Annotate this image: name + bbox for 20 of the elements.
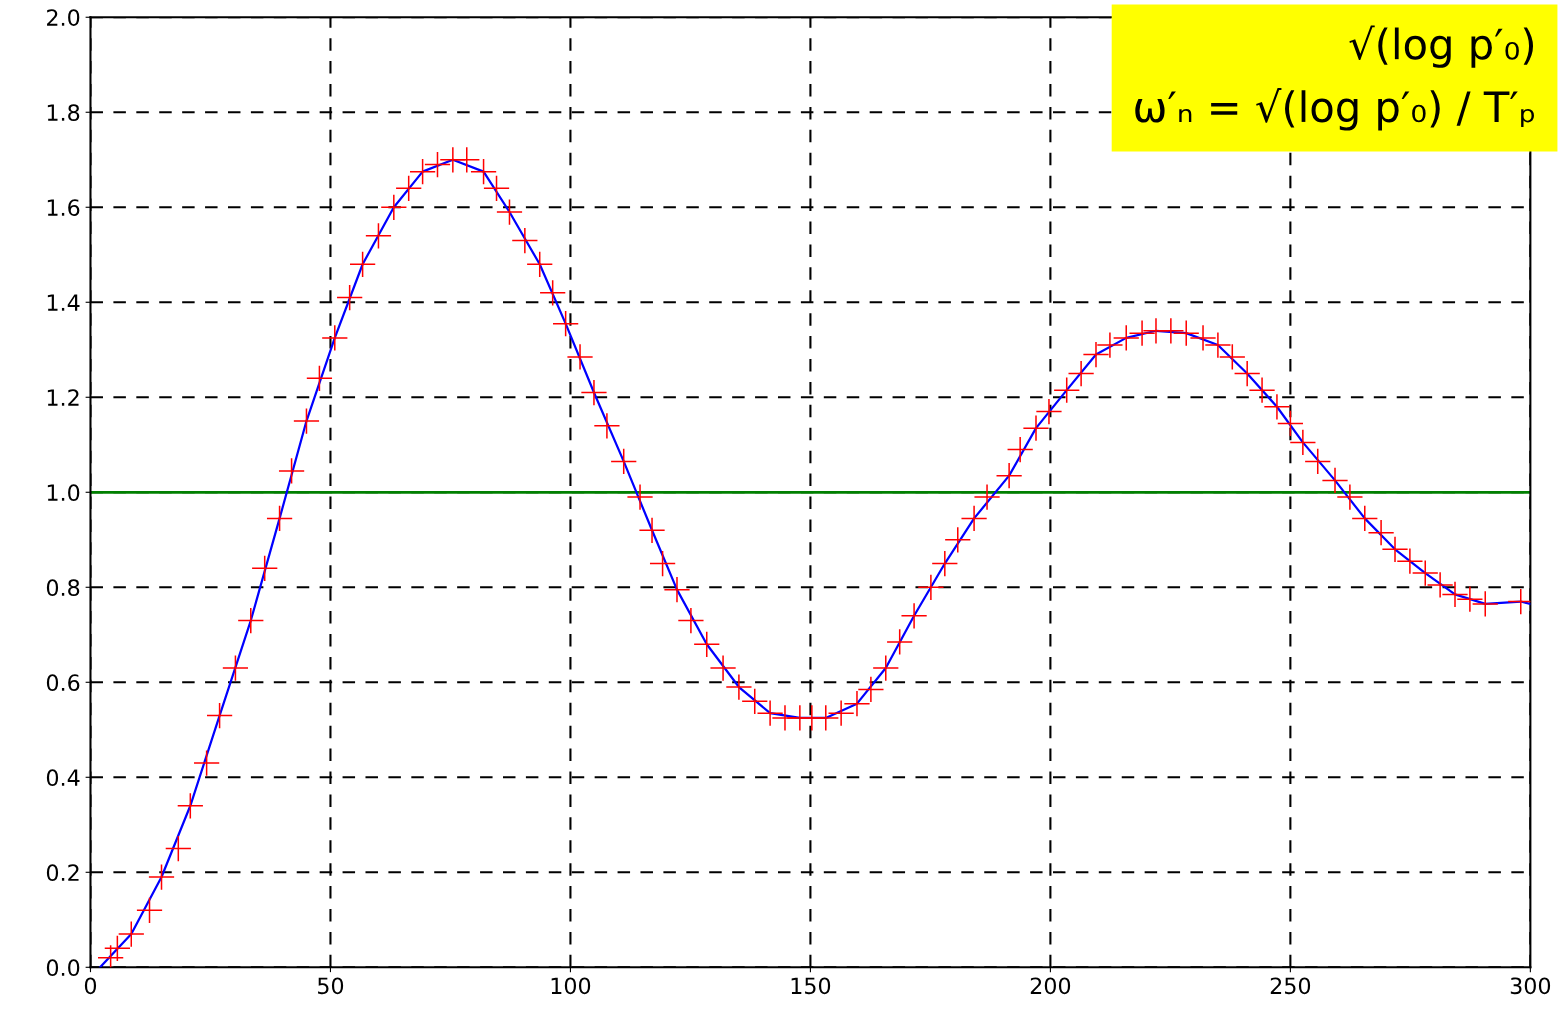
x-tick-label: 0 xyxy=(84,977,97,995)
y-tick-label: 0.8 xyxy=(46,579,80,597)
y-tick-label: 0.2 xyxy=(46,864,79,882)
x-tick-label: 300 xyxy=(1510,977,1551,995)
annotation: √(log p′₀) xyxy=(1349,25,1534,68)
y-tick-label: 1.6 xyxy=(47,199,80,217)
annotation: ω′ₙ = √(log p′₀) / T′ₚ xyxy=(1135,88,1534,131)
y-tick-label: 1.2 xyxy=(47,389,79,406)
y-tick-label: 1.4 xyxy=(47,294,80,311)
y-tick-label: 1.0 xyxy=(47,484,80,502)
y-tick-label: 0.4 xyxy=(46,769,80,787)
x-tick-label: 200 xyxy=(1030,977,1071,995)
y-tick-label: 1.8 xyxy=(47,104,80,122)
y-tick-label: 2.0 xyxy=(47,9,80,27)
x-tick-label: 250 xyxy=(1270,977,1311,995)
y-tick-label: 0.6 xyxy=(46,674,80,692)
x-tick-label: 50 xyxy=(318,977,344,995)
x-tick-label: 100 xyxy=(551,977,591,995)
x-tick-label: 150 xyxy=(791,977,831,995)
y-tick-label: 0.0 xyxy=(46,959,80,977)
